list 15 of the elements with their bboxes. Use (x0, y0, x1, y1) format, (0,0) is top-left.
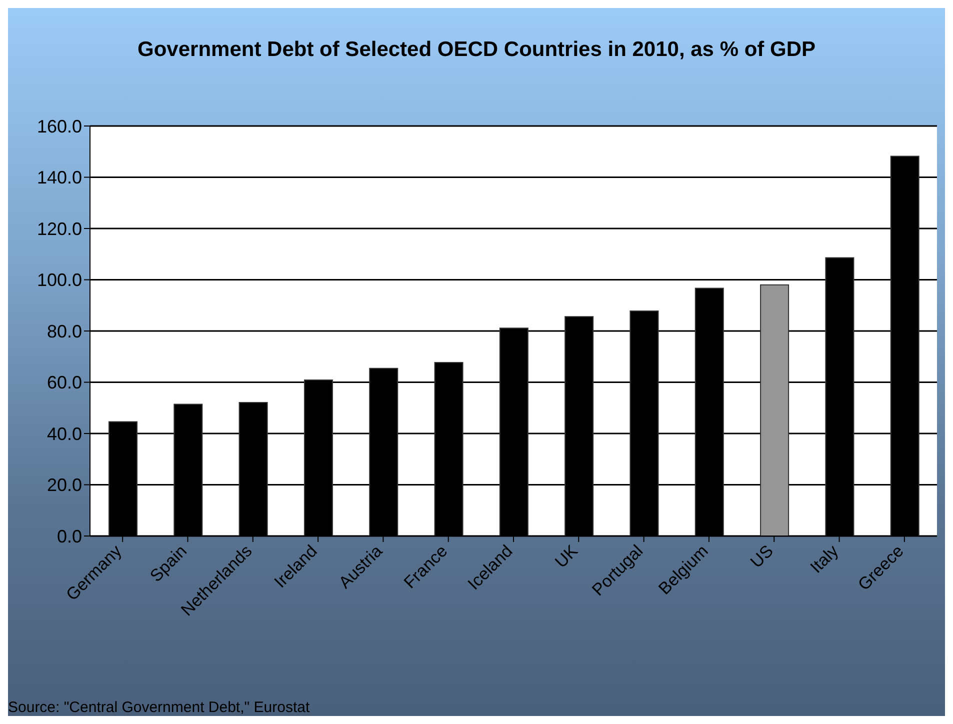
chart-title: Government Debt of Selected OECD Countries in 2010, as % of GDP (136, 38, 816, 62)
x-tick-label: US (746, 541, 777, 572)
y-tick-label: 0.0 (56, 526, 82, 546)
y-tick-label: 80.0 (46, 321, 82, 342)
y-tick-label: 20.0 (46, 475, 82, 496)
y-tick-label: 60.0 (46, 372, 82, 393)
source-note: Source: "Central Government Debt," Eurostat (8, 699, 310, 716)
bar (760, 284, 790, 536)
y-tick-label: 40.0 (46, 424, 82, 444)
y-tick-label: 100.0 (36, 270, 82, 290)
x-tick-label: UK (551, 540, 582, 572)
y-tick-label: 160.0 (36, 116, 82, 136)
x-tick-label: Italy (806, 541, 842, 577)
y-tick-label: 140.0 (36, 168, 82, 188)
y-tick-label: 120.0 (36, 218, 82, 239)
